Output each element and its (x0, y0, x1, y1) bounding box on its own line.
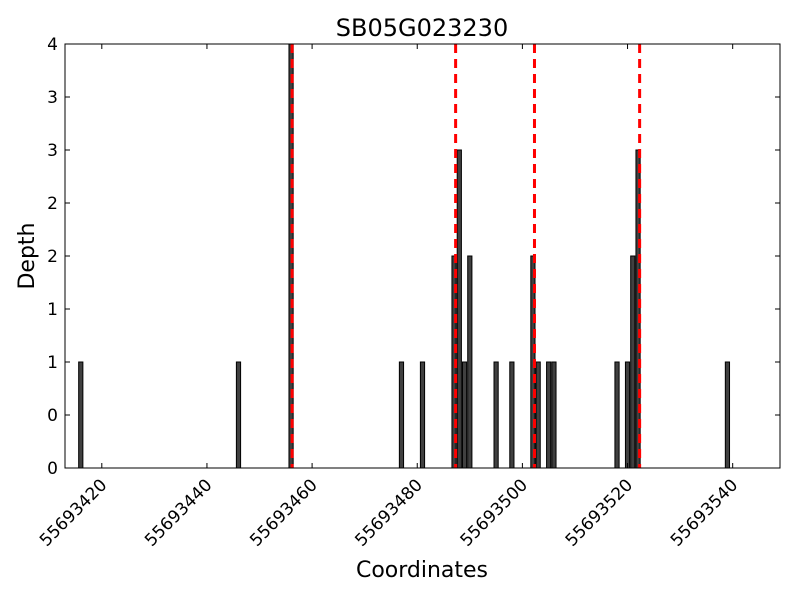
bar (546, 361, 552, 469)
ticks-layer: 55693420 55693440 55693460 55693480 55693500… (36, 35, 780, 551)
markers-layer (290, 44, 642, 468)
bar (509, 361, 515, 469)
y-axis-label: Depth (15, 222, 40, 289)
bar (535, 361, 541, 469)
x-tick-label: 55693440 (141, 475, 216, 550)
y-tick-label: 0 (47, 459, 58, 479)
chart-title: SB05G023230 (336, 14, 508, 42)
x-tick-label: 55693500 (457, 475, 532, 550)
x-tick-label: 55693520 (562, 475, 637, 550)
bar (398, 361, 405, 469)
bar (235, 361, 242, 469)
bar (724, 361, 731, 469)
y-tick-label: 4 (47, 35, 58, 55)
bar (551, 361, 557, 469)
bar (461, 361, 468, 469)
x-tick-label: 55693460 (246, 475, 321, 550)
bar (624, 361, 631, 469)
y-tick-label: 1 (47, 300, 58, 320)
y-tick-label: 3 (47, 141, 58, 161)
bar (493, 361, 499, 469)
bar (419, 361, 426, 469)
bar (614, 361, 620, 469)
y-tick-label: 3 (47, 88, 58, 108)
bars-layer (78, 43, 731, 469)
y-tick-label: 1 (47, 353, 58, 373)
y-tick-label: 2 (47, 247, 58, 267)
bar (467, 255, 473, 469)
bar (630, 255, 636, 469)
x-tick-label: 55693540 (667, 475, 742, 550)
x-axis-label: Coordinates (356, 558, 488, 583)
y-tick-label: 2 (47, 194, 58, 214)
x-tick-label: 55693420 (36, 475, 111, 550)
bar (78, 361, 84, 469)
bar (456, 149, 462, 469)
y-tick-label: 0 (47, 406, 58, 426)
x-tick-label: 55693480 (351, 475, 426, 550)
